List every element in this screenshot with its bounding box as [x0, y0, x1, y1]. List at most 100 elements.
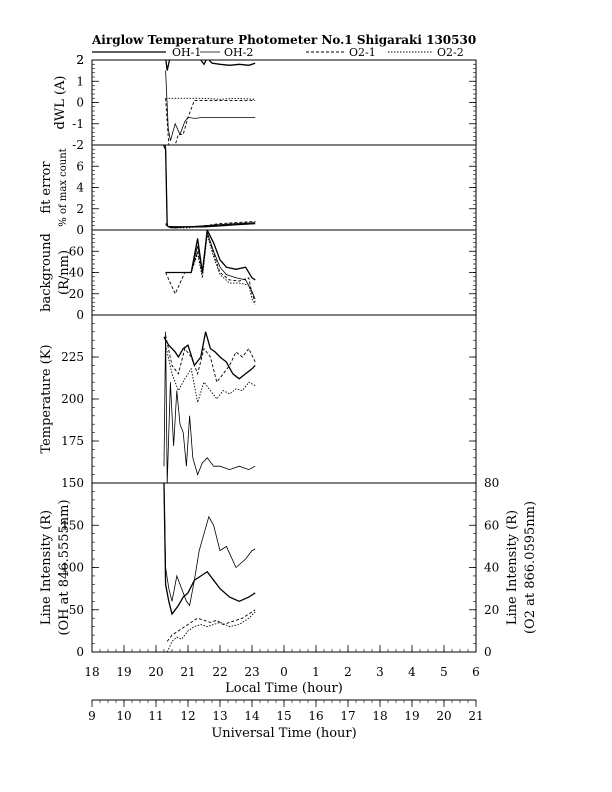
y-tick-label: 60 [69, 244, 84, 258]
right-y-tick-label: 0 [484, 645, 492, 659]
series-line-oh-1 [162, 145, 256, 228]
y-tick-label: 150 [61, 518, 84, 532]
ut-tick-label: 17 [340, 709, 355, 723]
y-tick-label: 2 [76, 53, 84, 67]
y-tick-label: 0 [76, 308, 84, 322]
y-tick-label: 200 [61, 392, 84, 406]
x-tick-label: 19 [116, 665, 131, 679]
y-tick-label: 20 [69, 287, 84, 301]
ut-tick-label: 11 [148, 709, 163, 723]
chart-panels: -2 -1 0 1 2 2 dWL (A) 0 2 4 6 fit error % of max cou… [39, 53, 538, 659]
series-line-o2-1 [165, 98, 256, 145]
series-line-oh-2 [163, 483, 256, 607]
ut-tick-label: 20 [436, 709, 451, 723]
panel-temperature: 150 175 200 225 Temperature (K) [39, 314, 477, 490]
panel-frame [91, 229, 477, 316]
ut-tick-label: 9 [88, 709, 96, 723]
y-tick-label: 0 [76, 223, 84, 237]
chart-legend: OH-1 OH-2 O2-1 O2-2 [92, 46, 464, 59]
x-tick-label: 1 [312, 665, 320, 679]
series-line-o2-2 [165, 222, 256, 229]
series-line-o2-2 [165, 345, 256, 403]
y-tick-label: 0 [76, 96, 84, 110]
series-line-oh-2 [165, 70, 256, 141]
series-line-o2-1 [165, 231, 256, 303]
x-tick-label: 21 [180, 665, 195, 679]
legend-label-oh-2: OH-2 [224, 46, 253, 59]
legend-label-o2-2: O2-2 [437, 46, 464, 59]
x-tick-label: 2 [344, 665, 352, 679]
right-y-tick-label: 60 [484, 518, 499, 532]
x-tick-label: 0 [280, 665, 288, 679]
y-axis-subtitle: (R/nm) [57, 250, 72, 295]
panel-frame [91, 144, 477, 231]
series-line-o2-2 [165, 235, 256, 305]
y-axis-title: Temperature (K) [39, 344, 54, 453]
chart-title: Airglow Temperature Photometer No.1 Shig… [91, 33, 476, 47]
panel-fit_error: 0 2 4 6 fit error % of max count [39, 144, 477, 237]
y-tick-label: 6 [76, 159, 84, 173]
y-tick-label: 0 [76, 645, 84, 659]
ut-tick-label: 18 [372, 709, 387, 723]
series-line-oh-2 [163, 331, 256, 483]
y-tick-label: 4 [76, 181, 84, 195]
panel-frame [91, 314, 477, 484]
series-line-o2-2 [165, 97, 256, 100]
right-y-axis-subtitle: (O2 at 866.0595nm) [523, 501, 538, 634]
y-tick-label: 40 [69, 266, 84, 280]
legend-label-oh-1: OH-1 [172, 46, 201, 59]
ut-tick-label: 16 [308, 709, 323, 723]
x-axis-universal-time: 9 10 11 12 13 14 15 16 17 18 19 20 21 Universal Time … [88, 699, 484, 741]
series-line-oh-2 [162, 145, 256, 229]
y-tick-label: 175 [61, 434, 84, 448]
series-line-o2-1 [165, 221, 256, 229]
x-tick-label: 23 [244, 665, 259, 679]
y-tick-label: -1 [72, 117, 84, 131]
y-tick-label: 225 [61, 350, 84, 364]
panel-frame [91, 59, 477, 146]
y-axis-title: background [39, 233, 54, 312]
y-tick-label: 100 [61, 561, 84, 575]
series-line-oh-1 [165, 60, 256, 71]
ut-tick-label: 21 [468, 709, 483, 723]
series-line-oh-1 [163, 483, 256, 616]
right-y-tick-label: 40 [484, 561, 499, 575]
right-y-axis-title: Line Intensity (R) [505, 510, 520, 625]
series-line-o2-2 [166, 611, 256, 652]
series-line-o2-1 [166, 609, 256, 642]
x-tick-label: 4 [408, 665, 416, 679]
ut-tick-label: 15 [276, 709, 291, 723]
y-tick-label: -2 [72, 138, 84, 152]
y-axis-title: Line Intensity (R) [39, 510, 54, 625]
y-axis-title: fit error [39, 161, 54, 214]
ut-tick-label: 14 [244, 709, 260, 723]
x-tick-label: 3 [376, 665, 384, 679]
ut-tick-label: 12 [180, 709, 195, 723]
x-tick-label: 18 [84, 665, 99, 679]
x-axis-title: Local Time (hour) [225, 681, 343, 696]
ut-tick-label: 10 [116, 709, 131, 723]
right-y-tick-label: 80 [484, 476, 499, 490]
panel-background: 0 20 40 60 background (R/nm) [39, 229, 477, 322]
y-axis-subtitle: % of max count [58, 148, 69, 226]
y-tick-label: 150 [61, 476, 84, 490]
x-tick-label: 22 [212, 665, 227, 679]
y-axis-subtitle: (OH at 846.5555nm) [57, 499, 72, 635]
ut-tick-label: 19 [404, 709, 419, 723]
y-tick-label: 2 [76, 53, 84, 67]
series-line-o2-1 [165, 335, 256, 384]
series-line-oh-1 [163, 331, 256, 380]
x-tick-label: 6 [472, 665, 480, 679]
y-tick-label: 1 [76, 74, 84, 88]
legend-label-o2-1: O2-1 [349, 46, 376, 59]
panel-frame [91, 482, 477, 653]
y-tick-label: 2 [76, 202, 84, 216]
x-tick-label: 5 [440, 665, 448, 679]
y-axis-title: dWL (A) [53, 76, 68, 130]
right-y-tick-label: 20 [484, 603, 499, 617]
x-tick-label: 20 [148, 665, 163, 679]
